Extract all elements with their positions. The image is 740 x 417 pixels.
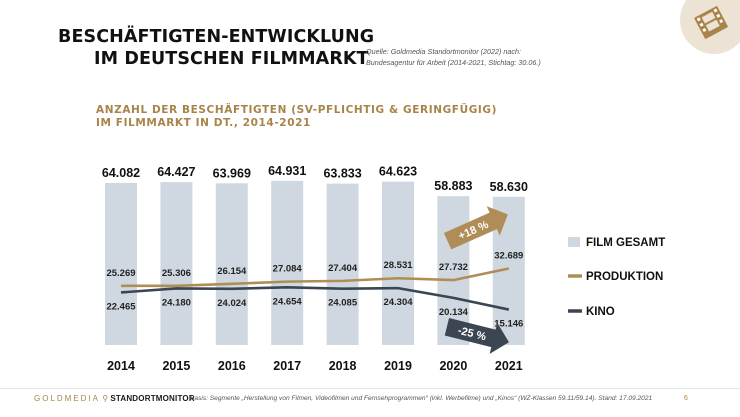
kino-value-label: 24.024: [217, 298, 247, 309]
bar-value-label: 63.833: [323, 167, 361, 181]
footer-divider: [0, 388, 740, 389]
bar-value-label: 64.931: [268, 164, 306, 178]
source-line-2: Bundesagentur für Arbeit (2014-2021, Sti…: [366, 58, 541, 67]
down-arrow-shape: [444, 318, 509, 354]
footer-brand: GOLDMEDIA: [34, 394, 101, 403]
page-number: 6: [684, 395, 688, 402]
bar-film-gesamt-2016: [215, 183, 248, 345]
bar-value-label: 58.630: [490, 180, 528, 194]
x-tick-label: 2014: [107, 359, 135, 373]
bar-value-label: 58.883: [434, 179, 472, 193]
footer-logo: GOLDMEDIA ⚲ STANDORTMONITOR: [34, 394, 195, 403]
legend-swatch-film-gesamt: [568, 237, 580, 247]
kino-value-label: 15.146: [494, 319, 523, 330]
kino-value-label: 24.085: [328, 298, 358, 309]
x-tick-label: 2020: [439, 359, 467, 373]
legend-label-film-gesamt: FILM GESAMT: [586, 237, 665, 249]
footer-note: Basis: Segmente „Herstellung von Filmen,…: [190, 395, 653, 402]
produktion-value-label: 32.689: [494, 251, 523, 262]
kino-line: [120, 286, 510, 311]
produktion-value-label: 25.306: [162, 268, 191, 279]
bar-film-gesamt-2019: [382, 181, 414, 345]
produktion-value-label: 27.084: [273, 264, 303, 275]
page-title: BESCHÄFTIGTEN-ENTWICKLUNG IM DEUTSCHEN F…: [58, 26, 374, 70]
bar-film-gesamt-2015: [160, 182, 193, 345]
kino-value-label: 20.134: [439, 307, 469, 318]
x-tick-label: 2015: [162, 359, 190, 373]
bar-value-label: 64.082: [102, 166, 140, 180]
produktion-value-label: 27.732: [439, 262, 468, 273]
chart-subtitle: ANZAHL DER BESCHÄFTIGTEN (SV-PFLICHTIG &…: [96, 104, 497, 130]
location-pin-icon: ⚲: [100, 394, 111, 403]
bar-value-label: 64.623: [379, 165, 417, 179]
title-line-1: BESCHÄFTIGTEN-ENTWICKLUNG: [58, 27, 375, 47]
source-note: Quelle: Goldmedia Standortmonitor (2022)…: [366, 46, 541, 68]
bar-film-gesamt-2014: [105, 183, 137, 345]
produktion-value-label: 25.269: [106, 268, 135, 279]
title-line-2: IM DEUTSCHEN FILMMARKT: [94, 49, 369, 69]
up-arrow-shape: [443, 206, 508, 250]
subtitle-line-2: IM FILMMARKT IN DT., 2014-2021: [96, 117, 311, 129]
kino-value-label: 24.304: [383, 297, 413, 308]
bar-film-gesamt-2018: [326, 183, 359, 345]
legend-label-produktion: PRODUKTION: [586, 271, 663, 283]
annotation-down-arrow: -25 %: [444, 318, 509, 354]
footer-brand-2: STANDORTMONITOR: [110, 394, 195, 403]
x-tick-label: 2019: [384, 359, 412, 373]
kino-value-label: 24.654: [273, 296, 303, 307]
subtitle-line-1: ANZAHL DER BESCHÄFTIGTEN (SV-PFLICHTIG &…: [96, 104, 498, 116]
x-tick-label: 2016: [218, 359, 246, 373]
produktion-value-label: 26.154: [217, 266, 247, 277]
bar-value-label: 64.427: [157, 165, 195, 179]
kino-value-label: 24.180: [162, 297, 191, 308]
x-tick-label: 2021: [495, 359, 523, 373]
bar-film-gesamt-2017: [271, 180, 304, 345]
produktion-line: [120, 267, 510, 288]
produktion-value-label: 27.404: [328, 263, 358, 274]
film-strip-icon: [680, 0, 740, 54]
x-tick-label: 2018: [329, 359, 357, 373]
kino-value-label: 22.465: [106, 301, 136, 312]
produktion-value-label: 28.531: [383, 260, 413, 271]
bar-value-label: 63.969: [213, 166, 251, 180]
legend-label-kino: KINO: [586, 306, 615, 318]
source-line-1: Quelle: Goldmedia Standortmonitor (2022)…: [366, 47, 522, 56]
x-tick-label: 2017: [273, 359, 301, 373]
